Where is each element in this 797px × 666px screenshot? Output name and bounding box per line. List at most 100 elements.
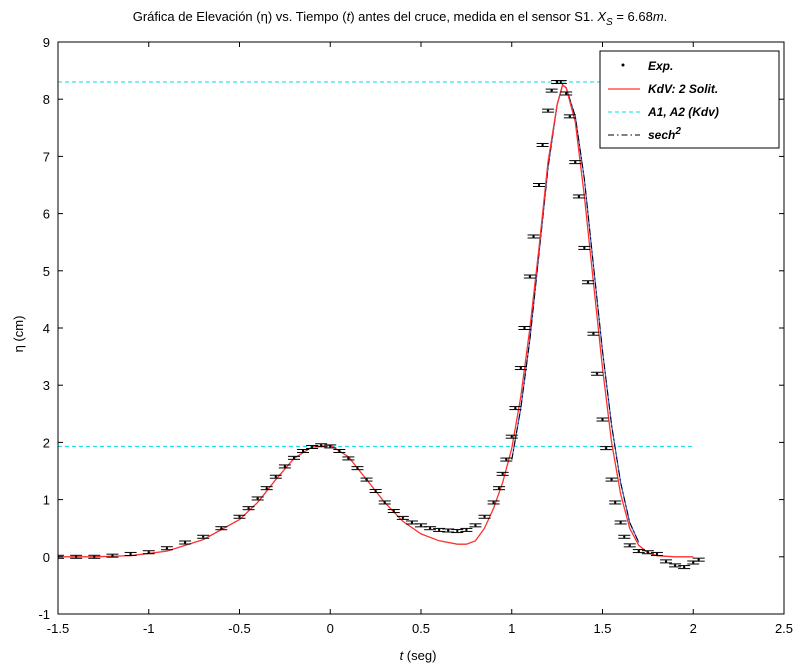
exp-point (523, 274, 536, 279)
title-xs-end: . (664, 9, 668, 24)
exp-point (536, 142, 549, 147)
x-axis-label: t (seg) (400, 648, 437, 663)
exp-point (278, 464, 291, 469)
exp-point (251, 496, 264, 501)
y-tick-label: 7 (43, 149, 50, 164)
exp-point (324, 444, 337, 449)
exp-point (451, 529, 464, 534)
exp-point (315, 443, 328, 448)
title-suffix: ) antes del cruce, medida en el sensor S… (350, 9, 597, 24)
exp-point (600, 446, 613, 451)
plot-area (58, 80, 705, 570)
exp-point (618, 534, 631, 539)
exp-point (215, 526, 228, 531)
exp-point (442, 528, 455, 533)
y-tick-label: 6 (43, 207, 50, 222)
x-tick-label: 2 (690, 621, 697, 636)
exp-point (527, 234, 540, 239)
y-tick-label: 9 (43, 35, 50, 50)
exp-point (641, 550, 654, 555)
exp-point (260, 486, 273, 491)
title-xs-unit: m (653, 9, 664, 24)
exp-point (678, 565, 691, 570)
exp-point (197, 534, 210, 539)
legend-label: sech2 (648, 126, 681, 142)
y-tick-label: 2 (43, 435, 50, 450)
exp-point (669, 563, 682, 568)
exp-point (378, 500, 391, 505)
exp-point (469, 523, 482, 528)
exp-point (297, 448, 310, 453)
title-xs-sub: S (606, 17, 613, 28)
exp-point (360, 477, 373, 482)
exp-point (287, 455, 300, 460)
exp-point (70, 554, 83, 559)
x-tick-label: 1.5 (593, 621, 611, 636)
exp-point (569, 160, 582, 165)
exp-point (518, 326, 531, 330)
y-tick-label: 4 (43, 321, 50, 336)
exp-point (632, 549, 645, 554)
exp-point (587, 331, 600, 336)
legend-entry: Exp. (621, 59, 673, 73)
legend-label: Exp. (648, 59, 673, 73)
title-xs-symbol: X (596, 9, 607, 24)
exp-point (396, 515, 409, 520)
chart-title: Gráfica de Elevación (η) vs. Tiempo (t) … (133, 9, 668, 28)
exp-point (424, 526, 437, 531)
legend-label-sup: 2 (674, 126, 681, 137)
exp-point (269, 474, 282, 479)
exp-point (88, 554, 101, 559)
exp-point (160, 546, 173, 551)
exp-point (333, 448, 346, 453)
x-tick-label: -1.5 (47, 621, 69, 636)
exp-point (242, 506, 255, 511)
x-tick-label: -0.5 (228, 621, 250, 636)
exp-point (387, 509, 400, 514)
exp-point (578, 245, 591, 250)
y-tick-label: 5 (43, 264, 50, 279)
exp-point (433, 527, 446, 532)
exp-point (596, 417, 609, 422)
x-tick-label: 0 (327, 621, 334, 636)
exp-point (500, 457, 513, 462)
legend-entry: KdV: 2 Solit. (608, 82, 718, 96)
exp-point (623, 543, 636, 548)
y-tick-label: 3 (43, 378, 50, 393)
exp-point (609, 500, 622, 505)
x-tick-label: 1 (508, 621, 515, 636)
exp-point (306, 444, 319, 449)
title-eta: η (261, 9, 268, 24)
x-axis-label-unit: (seg) (403, 648, 436, 663)
kdv-line (58, 83, 694, 558)
exp-point (560, 91, 573, 96)
sech2-line (511, 84, 640, 543)
exp-point (514, 366, 527, 371)
y-axis-label: η (cm) (11, 316, 26, 353)
legend-label: KdV: 2 Solit. (648, 82, 718, 96)
x-tick-label: 0.5 (412, 621, 430, 636)
exp-point (692, 557, 705, 562)
title-t: t (347, 9, 352, 24)
x-axis-label-var: t (400, 648, 405, 663)
exp-point (342, 456, 355, 461)
legend-box (599, 50, 780, 149)
exp-point (106, 553, 119, 558)
legend-swatch-exp (621, 63, 625, 67)
x-tick-label: -1 (143, 621, 155, 636)
title-mid: ) vs. Tiempo ( (268, 9, 347, 24)
exp-point (532, 183, 545, 187)
y-tick-label: -1 (38, 607, 50, 622)
exp-point (554, 80, 567, 85)
exp-point (478, 514, 491, 519)
exp-point (563, 114, 576, 119)
exp-point (179, 540, 192, 545)
exp-point (591, 371, 604, 376)
legend-entry: A1, A2 (Kdv) (608, 105, 719, 119)
exp-point (496, 471, 509, 476)
exp-point (581, 280, 594, 285)
exp-point (572, 194, 585, 199)
title-prefix: Gráfica de Elevación ( (133, 9, 262, 24)
title-xs-value: = 6.68 (613, 9, 653, 24)
